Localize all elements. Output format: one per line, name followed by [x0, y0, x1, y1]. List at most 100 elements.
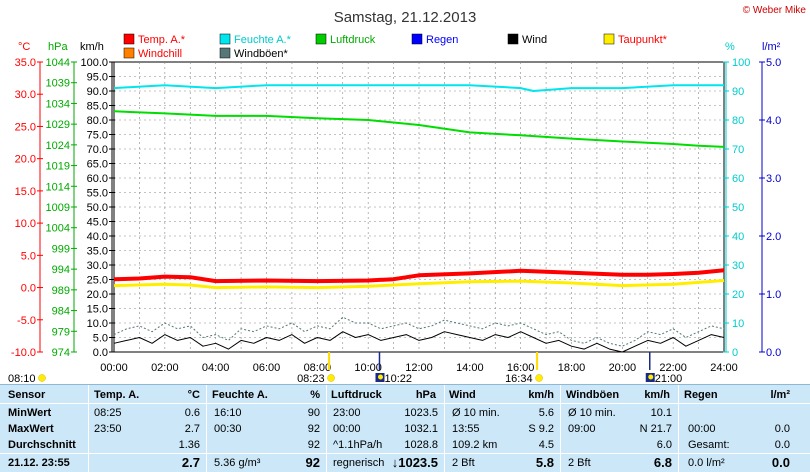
temp-value: 2.7 [184, 423, 200, 435]
wind-value: 4.5 [538, 439, 554, 451]
pressure-time: regnerisch [333, 457, 385, 469]
marker-label: 21:00 [655, 373, 683, 384]
humidity-axis-tick-label: 40 [732, 231, 744, 243]
temp-axis-tick-label: 25.0 [15, 121, 36, 133]
stats-table: Sensor Temp. A. °C Feuchte A.% Luftdruck hPa W… [0, 384, 810, 472]
pressure-axis-tick-label: 989 [52, 285, 70, 297]
wind-axis-tick-label: 45.0 [87, 217, 108, 229]
pressure-axis-tick-label: 1029 [46, 119, 70, 131]
temp-axis-tick-label: 30.0 [15, 89, 36, 101]
humidity-value: 92 [305, 455, 320, 470]
wind-axis-tick-label: 70.0 [87, 144, 108, 156]
wind-axis-tick-label: 15.0 [87, 304, 108, 316]
table-header: Regen [684, 389, 718, 401]
x-tick-label: 18:00 [558, 362, 586, 374]
legend-label: Regen [426, 34, 458, 46]
wind-axis-tick-label: 85.0 [87, 101, 108, 113]
pressure-value: ↓1023.5 [391, 455, 438, 470]
x-tick-label: 06:00 [253, 362, 281, 374]
pressure-time: ^1.1hPa/h [333, 439, 383, 451]
series-taupunkt [113, 279, 725, 290]
x-tick-label: 16:00 [507, 362, 535, 374]
wind-value: 5.8 [535, 455, 554, 470]
legend-label: Luftdruck [330, 34, 376, 46]
wind-label: 2 Bft [452, 457, 475, 469]
temp-value: 1.36 [178, 439, 200, 451]
marker-label: 10:22 [384, 373, 412, 384]
gust-value: 6.0 [656, 439, 672, 451]
legend-label: Wind [522, 34, 547, 46]
wind-axis-tick-label: 90.0 [87, 86, 108, 98]
astro-markers: 08:10 08:23 10:22 16:34 21:00 [8, 352, 682, 384]
series-feuchte-a [113, 84, 724, 92]
wind-axis-tick-label: 75.0 [87, 130, 108, 142]
temp-axis-tick-label: 35.0 [15, 57, 36, 69]
wind-axis-tick-label: 100.0 [80, 57, 108, 69]
temp-axis-tick-label: -5.0 [17, 315, 36, 327]
legend-swatch [219, 47, 231, 59]
rain-value: 0.0 [771, 455, 790, 470]
pressure-time: 00:00 [333, 423, 361, 435]
legend-swatch [123, 47, 135, 59]
pressure-axis-tick-label: 994 [52, 264, 70, 276]
series-luftdruck [113, 110, 725, 148]
pressure-axis-tick-label: 1004 [46, 223, 70, 235]
rain-axis-tick-label: 2.0 [766, 231, 781, 243]
wind-axis-tick-label: 50.0 [87, 202, 108, 214]
pressure-value: 1032.1 [404, 423, 438, 435]
gust-value: 6.8 [653, 455, 672, 470]
gust-label: Ø 10 min. [568, 407, 616, 419]
rain-axis-tick-label: 4.0 [766, 115, 781, 127]
humidity-time: 5.36 g/m³ [214, 457, 261, 469]
temp-axis-tick-label: 10.0 [15, 218, 36, 230]
humidity-axis-tick-label: 10 [732, 318, 744, 330]
rain-axis-tick-label: 1.0 [766, 289, 781, 301]
legend-label: Feuchte A.* [234, 34, 292, 46]
pressure-axis-tick-label: 974 [52, 347, 70, 359]
wind-axis-tick-label: 95.0 [87, 72, 108, 84]
pressure-axis-tick-label: 1014 [46, 181, 70, 193]
legend-swatch [507, 33, 519, 45]
pressure-value: 1023.5 [404, 407, 438, 419]
table-header: Feuchte A. [212, 389, 268, 401]
rain-axis-tick-label: 5.0 [766, 57, 781, 69]
legend-label: Windböen* [234, 48, 289, 60]
gust-label: 09:00 [568, 423, 596, 435]
x-tick-label: 04:00 [202, 362, 230, 374]
marker-label: 08:10 [8, 373, 36, 384]
grid [114, 62, 724, 352]
rain-value: 0.0 [774, 439, 790, 451]
series-temp-a [113, 268, 725, 284]
rain-axis-tick-label: 3.0 [766, 173, 781, 185]
weather-chart: Samstag, 21.12.2013 © Weber Mike Temp. A… [8, 5, 806, 384]
wind-axis-tick-label: 0.0 [93, 347, 108, 359]
table-header: Luftdruck [331, 389, 382, 401]
wind-axis-tick-label: 30.0 [87, 260, 108, 272]
legend-swatch [123, 33, 135, 45]
rain-label: 0.0 l/m² [688, 457, 725, 469]
pressure-axis-tick-label: 1019 [46, 161, 70, 173]
table-header: Temp. A. [94, 389, 140, 401]
wind-label: Ø 10 min. [452, 407, 500, 419]
wind-axis-tick-label: 55.0 [87, 188, 108, 200]
humidity-value: 92 [307, 423, 320, 435]
series-wind [113, 331, 725, 353]
rain-label: 00:00 [688, 423, 716, 435]
wind-axis-tick-label: 65.0 [87, 159, 108, 171]
legend-swatch [411, 33, 423, 45]
temp-value: 0.6 [184, 407, 200, 419]
wind-value: S 9.2 [528, 423, 554, 435]
table-header: Wind [449, 389, 476, 401]
pressure-time: 23:00 [333, 407, 361, 419]
row-label: Durchschnitt [8, 439, 76, 451]
x-tick-label: 24:00 [710, 362, 738, 374]
pressure-axis-tick-label: 1039 [46, 78, 70, 90]
temp-axis-tick-label: 15.0 [15, 186, 36, 198]
legend-label: Taupunkt* [618, 34, 668, 46]
pressure-axis-tick-label: 1009 [46, 202, 70, 214]
legend-swatch [219, 33, 231, 45]
gust-value: 10.1 [650, 407, 672, 419]
x-tick-label: 12:00 [405, 362, 433, 374]
sun-icon [38, 374, 46, 382]
wind-axis-tick-label: 25.0 [87, 275, 108, 287]
